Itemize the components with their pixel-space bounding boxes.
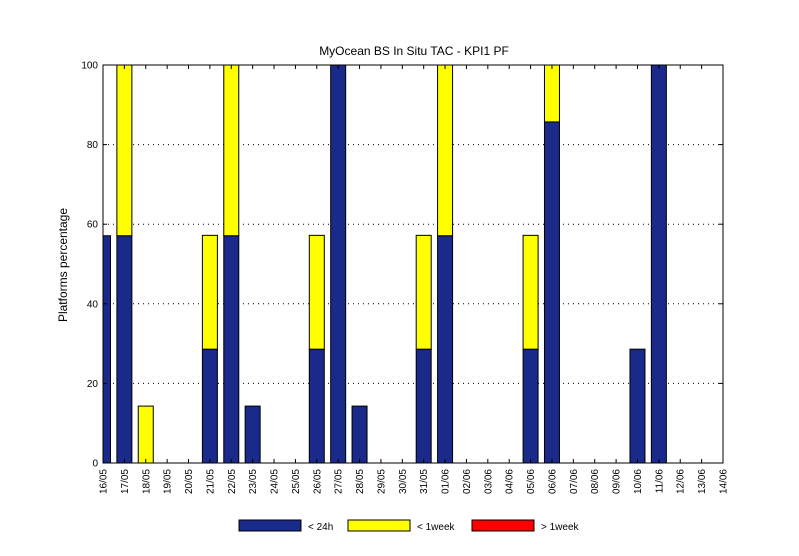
x-tick-label: 17/05 [120,469,131,494]
bar-23-05-series-0 [244,405,261,464]
bar-22-05-series-1 [223,64,240,237]
y-tick-label: 100 [81,61,98,72]
y-tick-label: 40 [87,299,99,310]
gridlines [103,144,723,384]
bar-05-06-series-0 [522,348,539,464]
bar-17-05-series-1 [116,64,133,237]
x-tick-label: 04/06 [505,469,516,494]
bar-22-05-series-0 [223,235,240,464]
x-tick-label: 23/05 [248,469,259,494]
legend-swatch [347,519,411,532]
bar-26-05-series-0 [308,348,325,464]
y-tick-label: 60 [87,220,99,231]
x-tick-label: 27/05 [334,469,345,494]
bar-28-05-series-0 [351,405,368,464]
y-axis-label: Platforms percentage [56,208,70,322]
x-tick-label: 08/06 [590,469,601,494]
bar-01-06-series-1 [437,64,454,237]
x-tick-label: 12/06 [676,469,687,494]
x-tick-label: 19/05 [163,469,174,494]
x-tick-label: 26/05 [312,469,323,494]
bar-21-05-series-0 [201,348,218,464]
x-tick-label: 03/06 [483,469,494,494]
bar-27-05-series-0 [330,64,347,464]
legend-label: > 1week [541,522,580,533]
x-tick-label: 05/06 [526,469,537,494]
x-tick-label: 07/06 [569,469,580,494]
x-tick-label: 21/05 [205,469,216,494]
x-tick-label: 06/06 [547,469,558,494]
legend-swatch [471,519,535,532]
legend-swatch [238,519,302,532]
y-tick-label: 80 [87,140,99,151]
x-tick-label: 24/05 [270,469,281,494]
legend-label: < 1week [417,522,456,533]
x-tick-label: 10/06 [633,469,644,494]
chart-title: MyOcean BS In Situ TAC - KPI1 PF [319,44,509,58]
bar-16-05-series-0 [102,235,111,464]
bar-10-06-series-0 [629,348,646,464]
x-tick-label: 11/06 [654,469,665,494]
bar-21-05-series-1 [201,234,218,350]
x-tick-label: 01/06 [441,469,452,494]
x-tick-label: 20/05 [184,469,195,494]
x-tick-label: 02/06 [462,469,473,494]
bars [102,64,667,464]
bar-11-06-series-0 [650,64,667,464]
x-tick-label: 31/05 [419,469,430,494]
bar-17-05-series-0 [116,235,133,464]
bar-31-05-series-0 [415,348,432,464]
x-tick-label: 25/05 [291,469,302,494]
x-axis-ticks: 16/05 17/05 18/05 19/05 20/05 21/05 22/05 23/05… [99,65,730,494]
y-axis-ticks: 0 20 40 60 80 100 [81,61,723,470]
x-tick-label: 18/05 [141,469,152,494]
x-tick-label: 30/05 [398,469,409,494]
bar-05-06-series-1 [522,234,539,350]
x-tick-label: 29/05 [376,469,387,494]
x-tick-label: 28/05 [355,469,366,494]
x-tick-label: 22/05 [227,469,238,494]
x-tick-label: 09/06 [612,469,623,494]
bar-06-06-series-0 [543,121,560,464]
y-tick-label: 0 [92,459,98,470]
x-tick-label: 16/05 [99,469,110,494]
bar-31-05-series-1 [415,234,432,350]
legend: < 24h < 1week > 1week [238,519,580,533]
bar-01-06-series-0 [437,235,454,464]
x-tick-label: 14/06 [719,469,730,494]
bar-18-05-series-1 [137,405,154,464]
legend-label: < 24h [308,522,333,533]
plot-frame [102,64,724,464]
bar-06-06-series-1 [543,64,560,123]
bar-26-05-series-1 [308,234,325,350]
y-tick-label: 20 [87,379,99,390]
x-tick-label: 13/06 [697,469,708,494]
